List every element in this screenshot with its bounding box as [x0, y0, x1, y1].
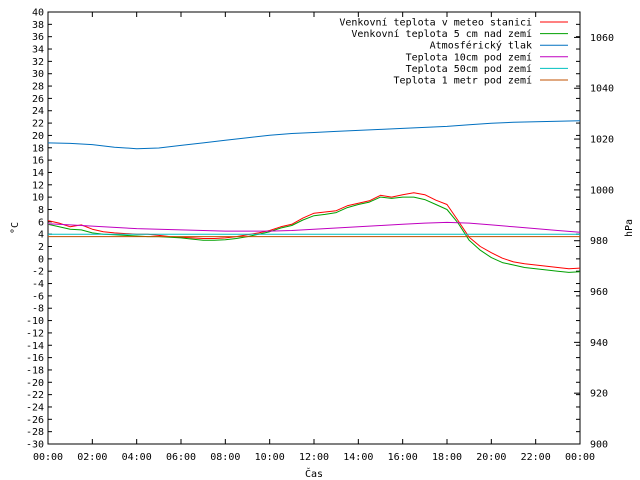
left-tick-label: 2: [38, 242, 44, 253]
left-tick-label: 4: [38, 230, 44, 241]
x-tick-label: 08:00: [210, 452, 240, 463]
right-tick-label: 920: [590, 389, 608, 400]
left-tick-label: -18: [26, 365, 44, 376]
series-lines: [47, 120, 581, 273]
left-tick-label: 0: [38, 254, 44, 265]
left-tick-label: -16: [26, 353, 44, 364]
left-tick-label: 36: [32, 32, 44, 43]
left-tick-label: -2: [32, 267, 44, 278]
right-tick-label: 1040: [590, 84, 614, 95]
left-tick-label: 32: [32, 57, 44, 68]
left-tick-label: -26: [26, 415, 44, 426]
left-axis-ticks: -30-28-26-24-22-20-18-16-14-12-10-8-6-4-…: [26, 8, 580, 451]
left-tick-label: 10: [32, 193, 44, 204]
right-axis-ticks: 900 920 940 960 980 1000 1020 1040 1060: [574, 33, 614, 451]
left-tick-label: 30: [32, 69, 44, 80]
left-tick-label: -14: [26, 341, 44, 352]
left-tick-label: -24: [26, 402, 44, 413]
left-tick-label: 38: [32, 20, 44, 31]
y-axis-right-title: hPa: [624, 219, 635, 237]
left-tick-label: 40: [32, 8, 44, 19]
series-line-2: [47, 196, 581, 273]
left-tick-label: 22: [32, 119, 44, 130]
left-tick-label: 12: [32, 180, 44, 191]
left-tick-label: -12: [26, 328, 44, 339]
left-tick-label: -20: [26, 378, 44, 389]
left-tick-label: 28: [32, 82, 44, 93]
x-tick-label: 02:00: [77, 452, 107, 463]
left-tick-label: -4: [32, 279, 44, 290]
x-tick-label: 22:00: [521, 452, 551, 463]
legend-label: Venkovní teplota 5 cm nad zemí: [351, 28, 532, 40]
x-tick-label: 00:00: [33, 452, 63, 463]
right-tick-label: 940: [590, 338, 608, 349]
y-axis-left-title: °C: [10, 222, 21, 234]
x-tick-label: 16:00: [388, 452, 418, 463]
x-tick-label: 18:00: [432, 452, 462, 463]
x-tick-label: 10:00: [255, 452, 285, 463]
x-tick-label: 14:00: [343, 452, 373, 463]
left-tick-label: -28: [26, 427, 44, 438]
x-tick-label: 06:00: [166, 452, 196, 463]
left-tick-label: 34: [32, 45, 44, 56]
left-tick-label: -8: [32, 304, 44, 315]
right-tick-label: 1060: [590, 33, 614, 44]
left-tick-label: 8: [38, 205, 44, 216]
x-tick-label: 00:00: [565, 452, 595, 463]
x-tick-label: 12:00: [299, 452, 329, 463]
left-tick-label: 14: [32, 168, 44, 179]
x-axis-title: Čas: [305, 467, 323, 480]
right-tick-label: 1020: [590, 135, 614, 146]
left-tick-label: 18: [32, 143, 44, 154]
legend-label: Teplota 1 metr pod zemí: [394, 75, 532, 87]
left-tick-label: -30: [26, 440, 44, 451]
x-tick-label: 04:00: [122, 452, 152, 463]
legend-label: Venkovní teplota v meteo stanici: [339, 17, 532, 29]
left-tick-label: 16: [32, 156, 44, 167]
left-tick-label: 26: [32, 94, 44, 105]
right-tick-label: 960: [590, 287, 608, 298]
x-axis-ticks: 00:00 02:00 04:00 06:00 08:00 10:00 12:00 14:00…: [33, 12, 595, 463]
left-tick-label: 6: [38, 217, 44, 228]
right-tick-label: 980: [590, 236, 608, 247]
left-tick-label: -22: [26, 390, 44, 401]
series-line-1: [47, 192, 581, 270]
left-tick-label: 24: [32, 106, 44, 117]
series-line-4: [47, 221, 581, 233]
legend-label: Atmosférický tlak: [430, 40, 532, 52]
x-tick-label: 20:00: [476, 452, 506, 463]
left-tick-label: 20: [32, 131, 44, 142]
right-tick-label: 900: [590, 440, 608, 451]
legend-label: Teplota 50cm pod zemí: [406, 63, 532, 75]
series-line-3: [47, 120, 581, 150]
right-tick-label: 1000: [590, 185, 614, 196]
legend: Venkovní teplota v meteo staniciVenkovní…: [339, 17, 568, 87]
left-tick-label: -6: [32, 291, 44, 302]
left-tick-label: -10: [26, 316, 44, 327]
legend-label: Teplota 10cm pod zemí: [406, 51, 532, 63]
